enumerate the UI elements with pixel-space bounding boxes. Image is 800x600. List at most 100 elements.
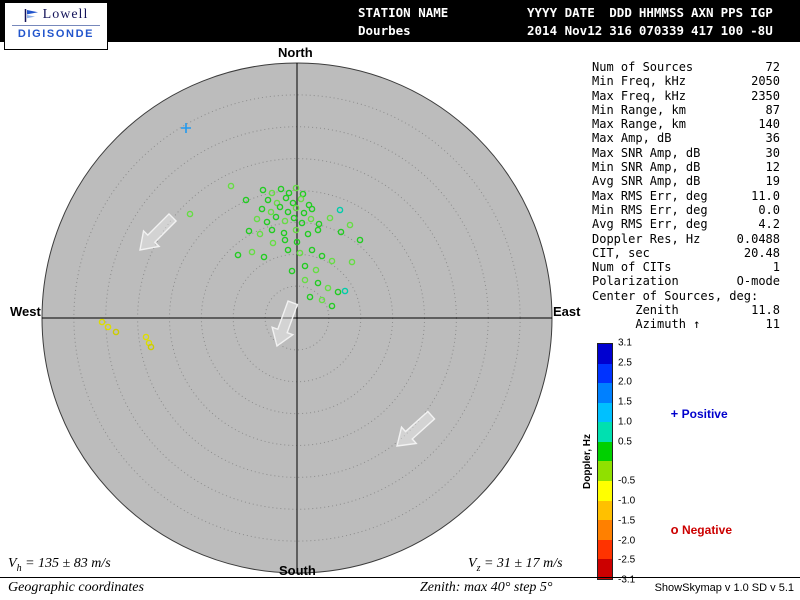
compass-label-west: West — [10, 304, 41, 319]
source-point-negative — [336, 206, 344, 214]
source-point-negative — [308, 205, 316, 213]
source-point-negative — [328, 302, 336, 310]
source-point-negative — [264, 196, 272, 204]
source-point-negative — [263, 218, 271, 226]
zenith-scale-note: Zenith: max 40° step 5° — [420, 580, 553, 595]
footer-divider — [0, 577, 800, 578]
logo-top-row: Lowell — [5, 7, 107, 23]
source-point-negative — [292, 226, 300, 234]
drift-arrow-icon — [139, 212, 178, 251]
colorbar-tick-label: 2.0 — [618, 376, 632, 388]
source-point-negative — [268, 189, 276, 197]
software-version: ShowSkymap v 1.0 SD v 5.1 — [654, 582, 794, 594]
stat-row: Min Range, km 87 — [592, 102, 780, 117]
header-field: PPS 100 — [720, 5, 744, 38]
source-point-negative — [256, 230, 264, 238]
source-point-negative — [248, 248, 256, 256]
source-point-negative — [301, 262, 309, 270]
colorbar-tick-label: -3.1 — [618, 574, 636, 586]
vz-subscript: z — [476, 562, 481, 574]
stat-row: CIT, sec 20.48 — [592, 245, 780, 260]
legend-positive: + Positive — [664, 392, 728, 421]
header-columns: STATION NAME Dourbes YYYY DATE 2014 Nov12… — [358, 5, 773, 38]
colorbar-segment — [598, 402, 612, 423]
stat-row: Avg RMS Err, deg 4.2 — [592, 217, 780, 232]
source-point-negative — [308, 246, 316, 254]
source-point-negative — [147, 343, 155, 351]
source-point-negative — [234, 251, 242, 259]
colorbar-axis-label: Doppler, Hz — [582, 433, 593, 489]
stat-row: Doppler Res, Hz 0.0488 — [592, 231, 780, 246]
source-point-negative — [292, 204, 300, 212]
source-point-negative — [356, 236, 364, 244]
stat-row: Num of CITs 1 — [592, 260, 780, 275]
compass-label-south: South — [279, 563, 316, 578]
stat-row: Azimuth ↑ 11 — [592, 317, 780, 332]
source-point-negative — [273, 199, 281, 207]
flag-icon — [24, 8, 38, 22]
header-field: HHMMSS 070339 — [638, 5, 684, 38]
stat-row: Max SNR Amp, dB 30 — [592, 145, 780, 160]
header-field: DDD 316 — [609, 5, 632, 38]
legend-positive-label: Positive — [681, 407, 728, 421]
source-point-negative — [282, 194, 290, 202]
stat-row: Max Freq, kHz 2350 — [592, 88, 780, 103]
colorbar-tick-label: -1.5 — [618, 515, 636, 527]
source-point-negative — [307, 215, 315, 223]
colorbar-segment — [598, 481, 612, 501]
colorbar-segment — [598, 559, 612, 579]
source-point-negative — [258, 205, 266, 213]
source-point-negative — [296, 249, 304, 257]
colorbar-segment — [598, 441, 612, 462]
colorbar-tick-label: 1.5 — [618, 396, 632, 408]
source-point-negative — [284, 208, 292, 216]
colorbar-gradient — [597, 343, 613, 580]
header-field: IGP -8U — [750, 5, 773, 38]
source-point-negative — [298, 219, 306, 227]
stats-panel: Num of Sources 72 Min Freq, kHz 2050 Max Fre… — [592, 60, 780, 332]
source-point-negative — [301, 276, 309, 284]
source-point-negative — [245, 227, 253, 235]
stat-row: Min SNR Amp, dB 12 — [592, 160, 780, 175]
source-point-negative — [281, 217, 289, 225]
source-point-negative — [292, 184, 300, 192]
colorbar-segment — [598, 344, 612, 364]
source-point-negative — [318, 252, 326, 260]
stat-row: Center of Sources, deg: — [592, 288, 759, 303]
colorbar-segment — [598, 520, 612, 540]
vh-symbol: V — [8, 556, 17, 571]
source-point-negative — [280, 229, 288, 237]
source-point-negative — [268, 226, 276, 234]
colorbar-segment — [598, 422, 612, 442]
source-point-negative — [186, 210, 194, 218]
colorbar-title-wrap: Doppler, Hz — [582, 343, 593, 580]
compass-label-north: North — [278, 45, 313, 60]
source-point-negative — [289, 199, 297, 207]
lowell-digisonde-logo: Lowell DIGISONDE — [4, 2, 108, 50]
source-point-negative — [272, 213, 280, 221]
horizontal-velocity-readout: Vh = 135 ± 83 m/s — [8, 556, 111, 574]
source-point-negative — [293, 238, 301, 246]
vz-symbol: V — [468, 556, 477, 571]
colorbar-tick-label: 1.0 — [618, 416, 632, 428]
stat-row: Avg SNR Amp, dB 19 — [592, 174, 780, 189]
doppler-colorbar: Doppler, Hz 3.1 2.5 2.0 1.5 1.0 0.5 -0.5 -1.0 -1… — [582, 338, 654, 586]
source-point-negative — [276, 203, 284, 211]
legend-negative-label: Negative — [681, 523, 732, 537]
source-point-negative — [337, 228, 345, 236]
source-point-negative — [269, 239, 277, 247]
source-point-negative — [112, 328, 120, 336]
source-point-negative — [297, 195, 305, 203]
header-field: YYYY DATE 2014 Nov12 — [527, 5, 603, 38]
header-fields: YYYY DATE 2014 Nov12 DDD 316 HHMMSS 070339 AXN… — [527, 5, 773, 38]
colorbar-ticks: 3.1 2.5 2.0 1.5 1.0 0.5 -0.5 -1.0 -1.5 -2.0 -2.5 -3… — [618, 338, 652, 586]
logo-product: DIGISONDE — [17, 28, 95, 40]
colorbar-tick-label: -2.0 — [618, 535, 636, 546]
compass-label-east: East — [553, 304, 581, 319]
stat-row: Max Amp, dB 36 — [592, 131, 780, 146]
source-point-negative — [260, 253, 268, 261]
plus-icon: + — [670, 406, 679, 421]
source-point-negative — [300, 209, 308, 217]
title-bar: STATION NAME Dourbes YYYY DATE 2014 Nov12… — [0, 0, 800, 42]
source-point-negative — [281, 236, 289, 244]
